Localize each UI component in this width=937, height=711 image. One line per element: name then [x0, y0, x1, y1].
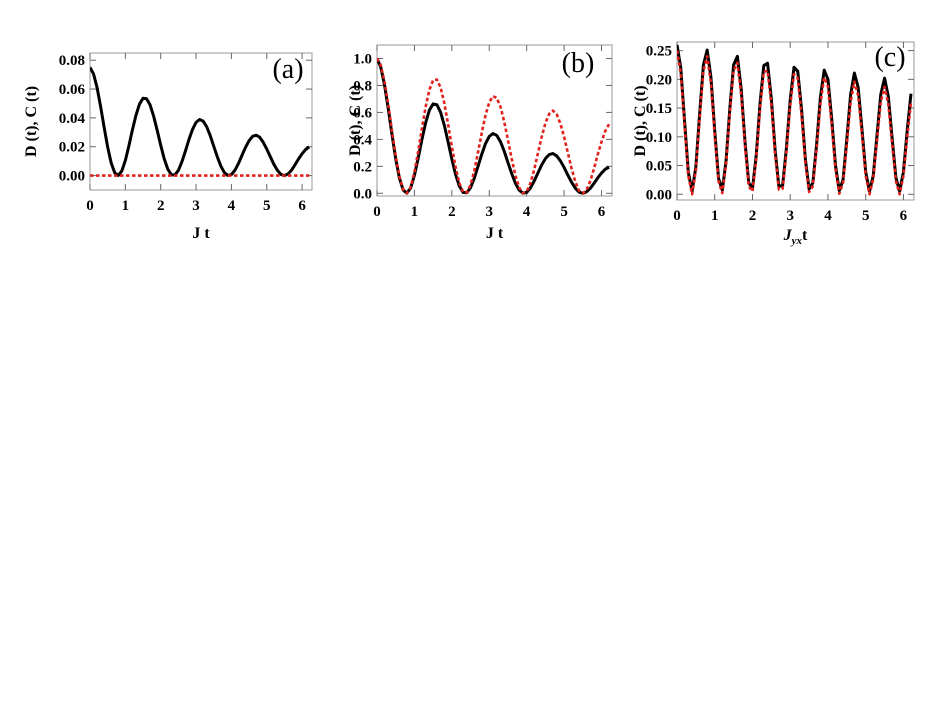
- y-tick-label: 0.02: [59, 140, 85, 156]
- y-tick-label: 0.15: [646, 101, 672, 117]
- y-tick-label: 0.2: [353, 159, 372, 175]
- y-tick-label: 0.00: [646, 187, 672, 203]
- y-tick-label: 0.04: [59, 111, 86, 127]
- panel-label: (b): [562, 48, 595, 79]
- x-tick-label: 5: [560, 204, 568, 220]
- x-axis-label-sub: yx: [790, 235, 803, 247]
- y-tick-label: 0.8: [353, 78, 372, 94]
- x-tick-label: 3: [486, 204, 494, 220]
- y-axis-label: D (t), C (t): [632, 85, 649, 156]
- data-line: [90, 66, 311, 178]
- x-tick-label: 4: [523, 204, 531, 220]
- x-tick-label: 3: [786, 208, 794, 224]
- x-tick-label: 1: [122, 198, 130, 214]
- y-tick-label: 0.0: [353, 186, 372, 202]
- y-tick-label: 0.4: [353, 132, 372, 148]
- y-tick-label: 1.0: [353, 51, 372, 67]
- data-line: [677, 50, 913, 196]
- y-tick-label: 0.6: [353, 105, 372, 121]
- y-tick-label: 0.08: [59, 53, 85, 69]
- data-line: [377, 57, 611, 195]
- x-tick-label: 6: [298, 198, 306, 214]
- x-tick-label: 1: [711, 208, 719, 224]
- x-tick-label: 0: [373, 204, 381, 220]
- y-tick-label: 0.05: [646, 159, 672, 175]
- x-axis-label: J t: [486, 225, 504, 242]
- x-tick-label: 0: [86, 198, 94, 214]
- panel: 0.00 0.05 0.10 0.15 0.20 0.25 0 1 2 3 4 5 6 D (t), C …: [632, 41, 915, 247]
- plot-frame: [89, 52, 313, 191]
- x-tick-label: 5: [862, 208, 870, 224]
- panel-label: (c): [874, 42, 905, 73]
- x-tick-label: 2: [749, 208, 757, 224]
- x-tick-label: 6: [598, 204, 606, 220]
- x-tick-label: 4: [824, 208, 832, 224]
- panel-label: (a): [272, 54, 303, 85]
- x-axis-label-end: t: [802, 227, 808, 244]
- x-tick-label: 2: [157, 198, 165, 214]
- x-tick-label: 1: [411, 204, 419, 220]
- y-tick-label: 0.10: [646, 130, 672, 146]
- x-tick-label: 3: [192, 198, 200, 214]
- plot-frame: [376, 44, 613, 197]
- x-axis-label: Jyxt: [783, 227, 808, 247]
- y-axis-label: D (t), C (t): [23, 86, 40, 157]
- x-tick-label: 0: [673, 208, 681, 224]
- y-tick-label: 0.20: [646, 72, 672, 88]
- x-tick-label: 6: [900, 208, 908, 224]
- panel: 0.00 0.02 0.04 0.06 0.08 0 1 2 3 4 5 6 D (t), C (t) J…: [23, 52, 313, 242]
- y-tick-label: 0.06: [59, 82, 86, 98]
- x-tick-label: 4: [228, 198, 236, 214]
- x-tick-label: 5: [263, 198, 271, 214]
- panel: 0.0 0.2 0.4 0.6 0.8 1.0 0 1 2 3 4 5 6 D (t), C (t) J t…: [347, 44, 613, 242]
- y-axis-label: D (t), C (t): [347, 85, 364, 156]
- x-tick-label: 2: [448, 204, 456, 220]
- x-axis-label: J t: [192, 225, 210, 242]
- y-tick-label: 0.00: [59, 169, 85, 185]
- y-tick-label: 0.25: [646, 44, 672, 60]
- plot-frame: [676, 41, 915, 201]
- x-axis-label-main: J: [783, 227, 793, 244]
